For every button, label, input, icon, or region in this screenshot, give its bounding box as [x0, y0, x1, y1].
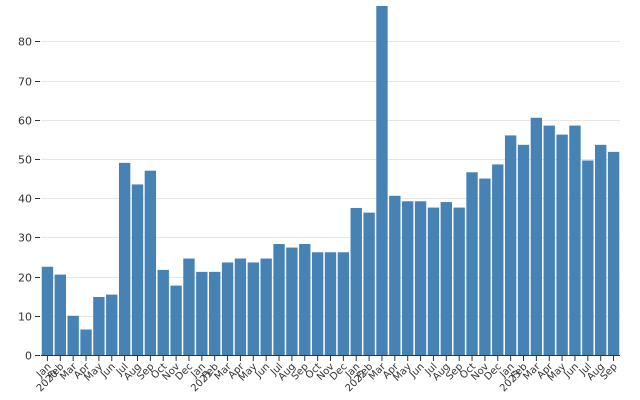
y-axis: 0 10 20 30 40 50 60 70 80 — [18, 36, 40, 363]
bar — [311, 252, 324, 355]
bar — [363, 212, 375, 355]
bar — [402, 201, 414, 355]
bars — [41, 6, 620, 355]
bar — [324, 252, 337, 355]
bar — [209, 271, 221, 355]
bar — [389, 195, 401, 355]
bar — [247, 262, 259, 355]
bar — [118, 162, 131, 355]
y-tick-label: 20 — [18, 272, 32, 285]
bar — [337, 252, 350, 355]
y-tick-label: 0 — [25, 350, 32, 363]
bar — [67, 315, 79, 355]
bar — [492, 164, 504, 355]
bar — [131, 184, 144, 355]
bar — [170, 285, 182, 355]
y-tick-label: 50 — [18, 154, 32, 167]
bar — [93, 296, 105, 355]
bar — [376, 6, 388, 355]
bar — [582, 160, 594, 355]
y-tick-label: 40 — [18, 193, 32, 206]
bar — [556, 134, 568, 355]
bar — [260, 258, 272, 355]
bar — [196, 271, 208, 355]
bar — [286, 247, 298, 355]
y-tick-label: 70 — [18, 76, 32, 89]
bar — [183, 258, 195, 355]
y-tick-label: 80 — [18, 36, 32, 49]
bar — [466, 172, 478, 355]
bar — [595, 144, 607, 355]
bar — [504, 135, 517, 355]
bar — [234, 258, 247, 355]
bar — [479, 178, 491, 355]
bar — [80, 329, 92, 355]
bar — [221, 262, 234, 355]
bar — [41, 266, 54, 355]
bar — [299, 244, 311, 355]
y-tick-label: 60 — [18, 115, 32, 128]
bar — [54, 274, 66, 355]
y-tick-label: 30 — [18, 232, 32, 245]
bar — [273, 244, 285, 355]
y-tick-label: 10 — [18, 311, 32, 324]
bar — [543, 125, 555, 355]
bar — [569, 125, 581, 355]
bar — [440, 202, 452, 355]
bar — [607, 151, 620, 355]
bar — [517, 144, 530, 355]
bar — [453, 207, 465, 355]
bar — [427, 207, 440, 355]
bar — [144, 170, 157, 355]
bar — [530, 117, 543, 355]
x-axis: Jan2020FebMarAprMayJunJulAugSepOctNovDec… — [34, 355, 620, 394]
bar — [414, 201, 427, 355]
bar — [157, 269, 169, 355]
bar — [350, 207, 362, 355]
bar — [106, 294, 118, 355]
